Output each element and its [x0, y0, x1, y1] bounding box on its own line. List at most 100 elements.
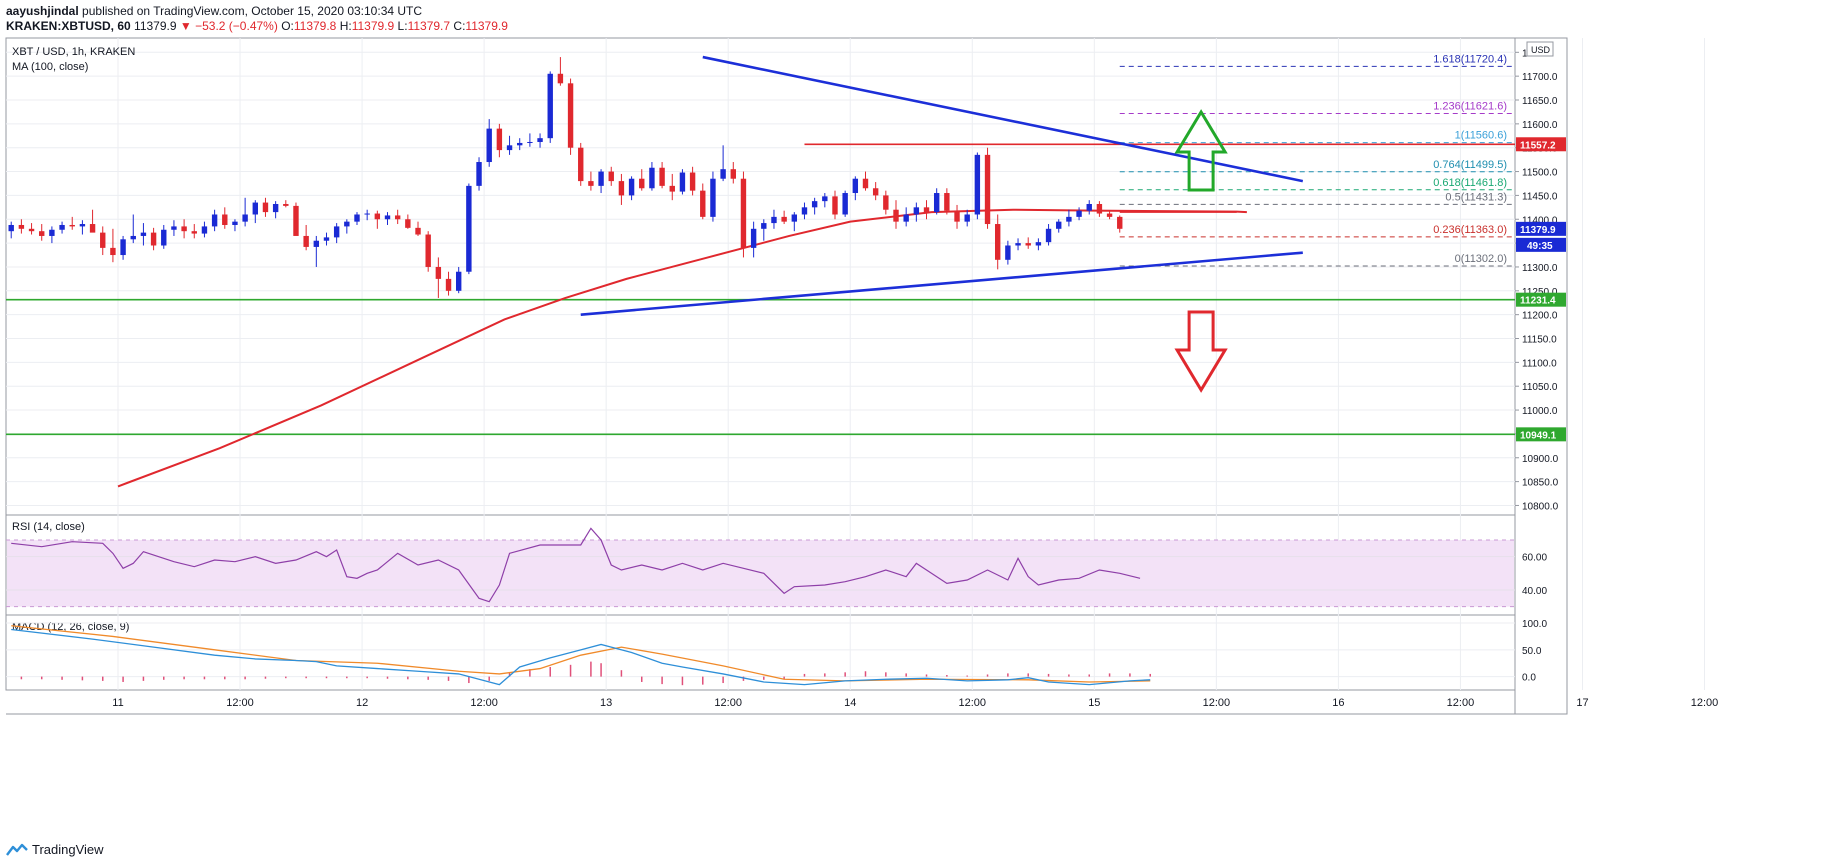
candles[interactable]: [8, 57, 1123, 298]
candle-body[interactable]: [1086, 203, 1092, 211]
candle-body[interactable]: [354, 214, 360, 222]
currency-badge[interactable]: [1526, 41, 1554, 57]
candle-body[interactable]: [79, 224, 86, 227]
candle-body[interactable]: [628, 178, 635, 196]
candle-body[interactable]: [537, 138, 543, 142]
candle-body[interactable]: [181, 226, 187, 232]
candle-body[interactable]: [527, 141, 533, 143]
candle-body[interactable]: [211, 214, 218, 227]
candle-body[interactable]: [1117, 216, 1123, 229]
candle-body[interactable]: [496, 128, 503, 151]
candle-body[interactable]: [801, 207, 808, 215]
candle-body[interactable]: [923, 207, 930, 213]
candle-body[interactable]: [964, 214, 970, 222]
candle-body[interactable]: [700, 190, 706, 217]
candle-body[interactable]: [59, 224, 65, 230]
macd-signal-line[interactable]: [11, 625, 1151, 683]
trendline-lower[interactable]: [580, 251, 1303, 316]
candle-body[interactable]: [476, 162, 482, 186]
candle-body[interactable]: [618, 181, 625, 196]
candle-body[interactable]: [781, 216, 787, 222]
candle-body[interactable]: [761, 223, 767, 229]
trendline-upper[interactable]: [702, 55, 1304, 183]
candle-body[interactable]: [39, 231, 45, 236]
candle-body[interactable]: [852, 178, 859, 194]
candle-body[interactable]: [822, 196, 828, 202]
candle-body[interactable]: [344, 221, 350, 227]
candle-body[interactable]: [161, 229, 167, 246]
candle-body[interactable]: [679, 172, 686, 192]
candle-body[interactable]: [1096, 203, 1103, 214]
candle-body[interactable]: [598, 171, 604, 186]
candle-body[interactable]: [374, 213, 381, 220]
candle-body[interactable]: [1005, 245, 1011, 260]
candle-body[interactable]: [293, 205, 299, 236]
candle-body[interactable]: [364, 213, 370, 215]
candle-body[interactable]: [323, 237, 330, 241]
candle-body[interactable]: [130, 235, 136, 240]
candle-body[interactable]: [557, 73, 564, 84]
candle-body[interactable]: [455, 271, 462, 291]
candle-body[interactable]: [1066, 216, 1072, 222]
candle-body[interactable]: [649, 167, 655, 189]
candle-body[interactable]: [811, 201, 818, 208]
candle-body[interactable]: [262, 202, 269, 213]
candle-body[interactable]: [903, 214, 909, 222]
candle-body[interactable]: [933, 193, 940, 213]
candle-body[interactable]: [913, 207, 920, 215]
candle-body[interactable]: [862, 178, 869, 189]
candle-body[interactable]: [1045, 228, 1052, 243]
candle-body[interactable]: [567, 83, 574, 148]
tradingview-logo-icon[interactable]: [6, 843, 28, 857]
candle-body[interactable]: [954, 210, 960, 222]
tradingview-brand[interactable]: TradingView: [32, 842, 104, 857]
candle-body[interactable]: [720, 169, 726, 179]
candle-body[interactable]: [272, 203, 279, 213]
ma100-line[interactable]: [117, 208, 1247, 488]
candle-body[interactable]: [1035, 242, 1042, 246]
candle-body[interactable]: [944, 193, 950, 211]
candle-body[interactable]: [252, 202, 258, 215]
candle-body[interactable]: [171, 226, 177, 230]
candle-body[interactable]: [588, 181, 594, 186]
candle-body[interactable]: [303, 235, 309, 247]
candle-body[interactable]: [842, 193, 848, 215]
candle-body[interactable]: [28, 228, 35, 232]
candle-body[interactable]: [883, 195, 889, 210]
candle-body[interactable]: [872, 188, 879, 196]
candle-body[interactable]: [8, 224, 14, 232]
candle-body[interactable]: [832, 196, 838, 215]
candle-body[interactable]: [1015, 243, 1021, 246]
candle-body[interactable]: [242, 214, 248, 222]
candle-body[interactable]: [791, 214, 798, 222]
candle-body[interactable]: [120, 239, 126, 256]
candle-body[interactable]: [49, 229, 55, 236]
candle-body[interactable]: [771, 216, 777, 224]
candle-body[interactable]: [506, 145, 513, 151]
candle-body[interactable]: [435, 266, 442, 279]
candle-body[interactable]: [445, 278, 452, 291]
candle-body[interactable]: [89, 224, 96, 233]
candle-body[interactable]: [313, 240, 320, 247]
candle-body[interactable]: [974, 154, 981, 215]
macd-line[interactable]: [11, 628, 1151, 686]
candle-body[interactable]: [578, 147, 584, 182]
candle-body[interactable]: [1076, 210, 1082, 217]
candle-body[interactable]: [18, 224, 25, 229]
candle-body[interactable]: [425, 234, 431, 267]
candle-body[interactable]: [466, 185, 472, 272]
candle-body[interactable]: [740, 178, 747, 248]
candle-body[interactable]: [669, 185, 675, 192]
price-axis[interactable]: [1514, 37, 1568, 715]
candle-body[interactable]: [384, 215, 391, 220]
fibonacci-levels[interactable]: 1.618(11720.4) 1.236(11621.6) 1(11560.6) 0.…: [1119, 53, 1513, 267]
candle-body[interactable]: [110, 247, 116, 256]
candle-body[interactable]: [222, 214, 228, 225]
candle-body[interactable]: [1106, 213, 1113, 217]
candle-body[interactable]: [750, 228, 757, 248]
candle-body[interactable]: [283, 203, 289, 206]
author-name[interactable]: aayushjindal: [6, 4, 79, 18]
candle-body[interactable]: [639, 178, 645, 189]
candle-body[interactable]: [415, 227, 421, 235]
